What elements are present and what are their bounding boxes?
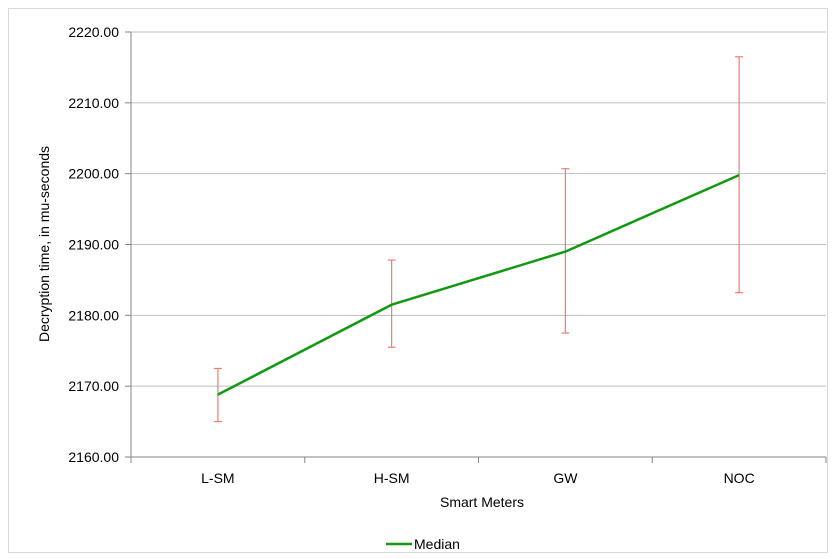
x-tick-label: GW [553,470,578,486]
y-tick-labels: 2160.00 2170.00 2180.00 2190.00 2200.00 2210.… [68,24,119,465]
y-tick-label: 2200.00 [68,166,119,182]
axes [125,31,827,463]
gridlines [131,31,826,387]
y-tick-label: 2170.00 [68,378,119,394]
legend: Median [386,536,460,552]
chart-frame [8,8,828,553]
y-tick-label: 2190.00 [68,237,119,253]
y-axis-title: Decryption time, in mu-seconds [36,146,52,342]
series-line-median [217,173,740,396]
x-axis-title: Smart Meters [440,494,524,510]
x-tick-labels: L-SM H-SM GW NOC [201,470,755,486]
x-tick-label: H-SM [374,470,410,486]
y-tick-label: 2210.00 [68,95,119,111]
y-tick-label: 2220.00 [68,24,119,40]
x-tick-label: NOC [724,470,755,486]
series-lines [217,173,740,396]
legend-label-median: Median [414,536,460,552]
y-tick-label: 2180.00 [68,307,119,323]
y-tick-label: 2160.00 [68,449,119,465]
error-bars [213,56,744,423]
x-tick-label: L-SM [201,470,234,486]
